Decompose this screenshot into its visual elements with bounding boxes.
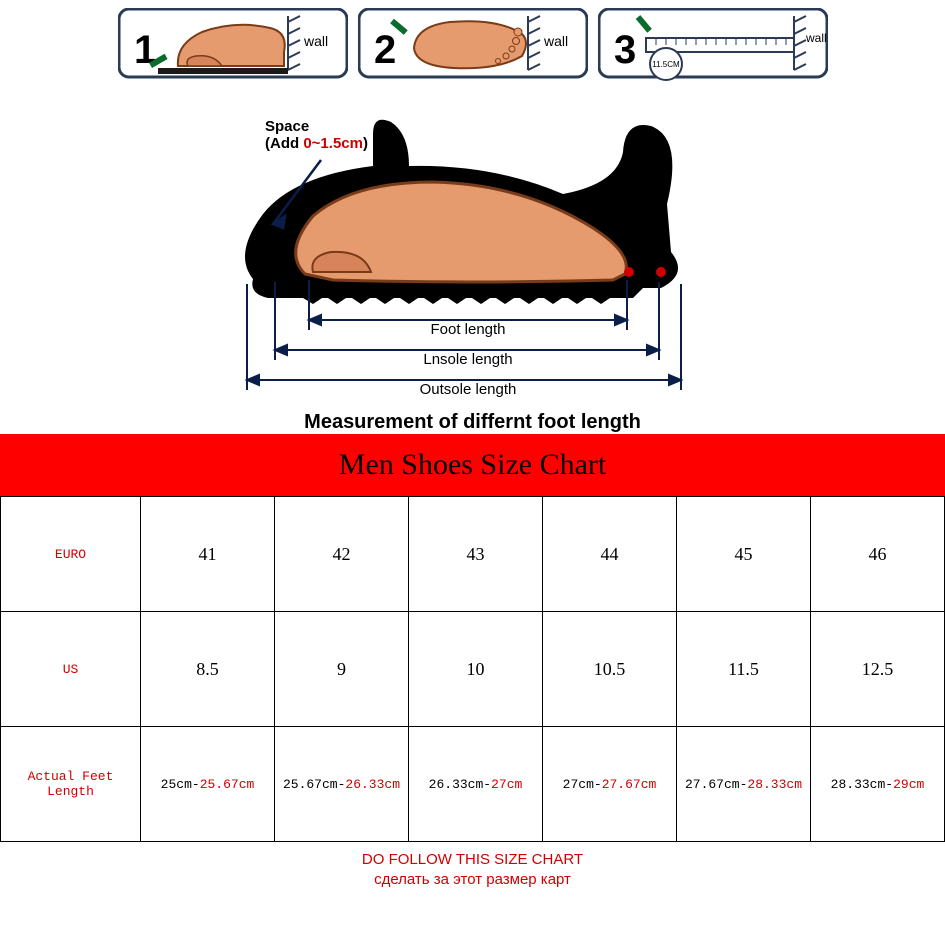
euro-2: 43 [409,497,543,612]
step-3-wall-label: wall [805,31,827,45]
step-3-number: 3 [614,28,636,72]
step-3-panel: 3 wall 11.5CM [598,8,828,98]
us-1: 9 [275,612,409,727]
us-0: 8.5 [141,612,275,727]
len-5: 28.33cm-29cm [811,727,945,842]
dim-foot-label: Foot length [430,321,505,338]
measurement-caption: Measurement of differnt foot length [0,411,945,434]
len-0: 25cm-25.67cm [141,727,275,842]
euro-0: 41 [141,497,275,612]
step-1-wall-label: wall [303,33,328,49]
len-1: 25.67cm-26.33cm [275,727,409,842]
footer-line2: сделать за этот размер карт [0,870,945,890]
us-5: 12.5 [811,612,945,727]
us-2: 10 [409,612,543,727]
row-euro: EURO 41 42 43 44 45 46 [1,497,945,612]
label-euro: EURO [1,497,141,612]
label-length: Actual Feet Length [1,727,141,842]
us-4: 11.5 [677,612,811,727]
step-2-panel: 2 wall [358,8,588,98]
len-2: 26.33cm-27cm [409,727,543,842]
euro-3: 44 [543,497,677,612]
footer-line1: DO FOLLOW THIS SIZE CHART [0,850,945,870]
step-2-number: 2 [374,28,396,72]
measurement-steps-row: 1 wall 2 wall 3 [0,0,945,104]
chart-title-bar: Men Shoes Size Chart [0,434,945,496]
euro-1: 42 [275,497,409,612]
dim-outsole-label: Outsole length [419,381,516,398]
euro-5: 46 [811,497,945,612]
footer-notes: DO FOLLOW THIS SIZE CHART сделать за это… [0,842,945,891]
size-chart-table: EURO 41 42 43 44 45 46 US 8.5 9 10 10.5 … [0,496,945,842]
euro-4: 45 [677,497,811,612]
step-1-panel: 1 wall [118,8,348,98]
len-4: 27.67cm-28.33cm [677,727,811,842]
us-3: 10.5 [543,612,677,727]
len-3: 27cm-27.67cm [543,727,677,842]
step-2-wall-label: wall [543,33,568,49]
row-us: US 8.5 9 10 10.5 11.5 12.5 [1,612,945,727]
foot-shoe-diagram: Foot length Lnsole length Outsole length [213,104,733,404]
foot-diagram-area: Space (Add 0~1.5cm) Foot length [0,104,945,434]
step-3-circle-text: 11.5CM [652,60,680,69]
label-us: US [1,612,141,727]
dim-insole-label: Lnsole length [423,351,512,368]
row-length: Actual Feet Length 25cm-25.67cm 25.67cm-… [1,727,945,842]
